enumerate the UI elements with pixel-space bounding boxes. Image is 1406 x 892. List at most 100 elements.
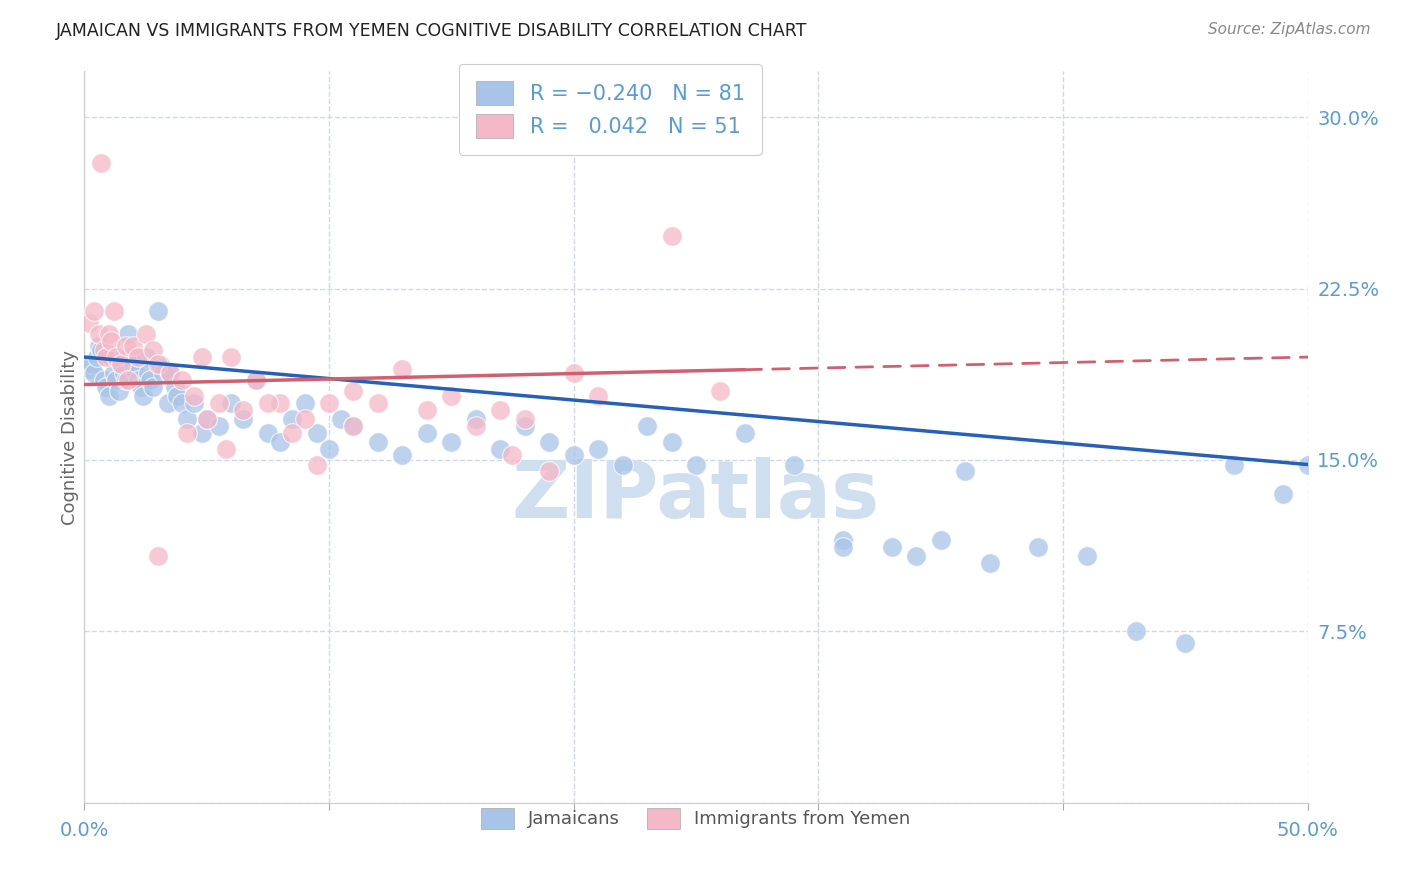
Point: [90, 155, 112, 169]
Point: [305, 458, 328, 472]
Point: [87, 327, 110, 342]
Point: [294, 412, 316, 426]
Point: [367, 396, 389, 410]
Point: [152, 366, 174, 380]
Point: [97, 327, 120, 342]
Point: [172, 373, 194, 387]
Point: [489, 402, 512, 417]
Point: [77, 316, 100, 330]
Point: [1076, 549, 1098, 563]
Point: [115, 373, 138, 387]
Point: [100, 334, 122, 348]
Point: [245, 373, 267, 387]
Point: [880, 540, 903, 554]
Point: [183, 396, 205, 410]
Point: [96, 350, 118, 364]
Point: [391, 449, 413, 463]
Point: [132, 389, 155, 403]
Point: [831, 540, 853, 554]
Point: [86, 350, 108, 364]
Point: [513, 418, 536, 433]
Point: [269, 434, 291, 449]
Point: [125, 366, 148, 380]
Point: [195, 412, 218, 426]
Point: [163, 380, 186, 394]
Point: [80, 357, 103, 371]
Point: [176, 425, 198, 440]
Point: [513, 412, 536, 426]
Point: [416, 425, 439, 440]
Point: [416, 402, 439, 417]
Point: [391, 361, 413, 376]
Point: [831, 533, 853, 547]
Y-axis label: Cognitive Disability: Cognitive Disability: [62, 350, 80, 524]
Point: [979, 556, 1001, 570]
Point: [342, 418, 364, 433]
Text: JAMAICAN VS IMMIGRANTS FROM YEMEN COGNITIVE DISABILITY CORRELATION CHART: JAMAICAN VS IMMIGRANTS FROM YEMEN COGNIT…: [56, 22, 807, 40]
Point: [281, 425, 304, 440]
Point: [342, 384, 364, 399]
Point: [538, 464, 561, 478]
Point: [142, 380, 165, 394]
Point: [129, 380, 152, 394]
Point: [612, 458, 634, 472]
Point: [136, 366, 159, 380]
Point: [464, 412, 486, 426]
Point: [135, 350, 157, 364]
Point: [219, 350, 242, 364]
Legend: Jamaicans, Immigrants from Yemen: Jamaicans, Immigrants from Yemen: [468, 795, 924, 841]
Point: [156, 396, 179, 410]
Point: [294, 396, 316, 410]
Point: [122, 357, 145, 371]
Point: [367, 434, 389, 449]
Point: [318, 442, 340, 456]
Point: [191, 425, 214, 440]
Point: [281, 412, 304, 426]
Point: [87, 338, 110, 352]
Point: [538, 434, 561, 449]
Point: [208, 396, 231, 410]
Text: Source: ZipAtlas.com: Source: ZipAtlas.com: [1208, 22, 1371, 37]
Point: [172, 396, 194, 410]
Point: [159, 366, 181, 380]
Point: [1125, 624, 1147, 639]
Point: [115, 338, 138, 352]
Point: [502, 449, 524, 463]
Point: [685, 458, 707, 472]
Point: [149, 357, 172, 371]
Point: [734, 425, 756, 440]
Point: [105, 350, 128, 364]
Point: [208, 418, 231, 433]
Point: [269, 396, 291, 410]
Point: [103, 304, 125, 318]
Point: [142, 343, 165, 358]
Point: [120, 350, 142, 364]
Point: [110, 357, 132, 371]
Point: [117, 373, 139, 387]
Point: [440, 389, 463, 403]
Point: [107, 384, 129, 399]
Point: [135, 327, 157, 342]
Point: [93, 343, 115, 358]
Point: [96, 380, 118, 394]
Point: [77, 361, 100, 376]
Point: [183, 389, 205, 403]
Point: [122, 338, 145, 352]
Point: [245, 373, 267, 387]
Point: [191, 350, 214, 364]
Point: [97, 389, 120, 403]
Point: [562, 366, 585, 380]
Point: [176, 412, 198, 426]
Point: [1272, 487, 1295, 501]
Point: [257, 425, 280, 440]
Point: [105, 373, 128, 387]
Text: ZIPatlas: ZIPatlas: [512, 457, 880, 534]
Point: [127, 373, 149, 387]
Point: [232, 412, 254, 426]
Point: [127, 350, 149, 364]
Point: [257, 396, 280, 410]
Point: [586, 442, 609, 456]
Point: [110, 357, 132, 371]
Point: [305, 425, 328, 440]
Point: [661, 434, 683, 449]
